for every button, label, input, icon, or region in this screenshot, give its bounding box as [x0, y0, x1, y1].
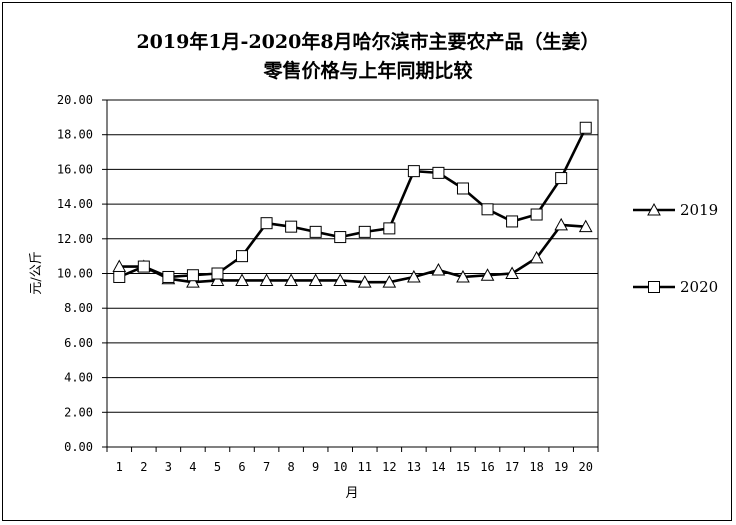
y-tick-label: 14.00	[57, 197, 93, 211]
x-tick-label: 8	[288, 460, 295, 474]
data-point	[579, 121, 592, 134]
x-tick-label: 18	[529, 460, 543, 474]
x-tick-label: 9	[312, 460, 319, 474]
data-point	[530, 208, 543, 221]
data-point	[284, 273, 298, 286]
data-point	[333, 273, 348, 286]
x-tick-label: 1	[116, 460, 123, 474]
data-point	[529, 250, 544, 264]
x-tick-label: 11	[358, 460, 372, 474]
y-tick-label: 10.00	[57, 267, 93, 281]
y-tick-label: 18.00	[57, 128, 93, 142]
data-point	[456, 269, 470, 283]
legend-marker	[648, 281, 660, 293]
data-point	[505, 266, 519, 279]
data-point	[554, 217, 569, 231]
x-tick-label: 17	[505, 460, 519, 474]
data-point	[382, 275, 397, 288]
data-point	[137, 260, 150, 273]
data-point	[186, 269, 199, 282]
y-tick-label: 4.00	[64, 371, 93, 385]
y-tick-label: 2.00	[64, 405, 93, 419]
legend-label: 2019	[680, 201, 718, 219]
legend-label: 2020	[680, 278, 718, 296]
x-tick-label: 15	[456, 460, 470, 474]
data-point	[113, 270, 126, 283]
data-point	[210, 273, 225, 286]
series-line	[119, 223, 586, 284]
data-point	[236, 250, 249, 263]
line-chart: 2019年1月-2020年8月哈尔滨市主要农产品（生姜） 零售价格与上年同期比较…	[29, 30, 718, 501]
data-point	[407, 269, 421, 283]
x-tick-label: 2	[140, 460, 147, 474]
x-tick-label: 16	[480, 460, 494, 474]
x-axis-ticks: 1 2 3 4 5 6 7 8 9 10 11 12 13 14 15 16 17 18 19 20	[106, 447, 599, 474]
y-tick-label: 6.00	[64, 336, 93, 350]
y-tick-label: 12.00	[57, 232, 93, 246]
data-point	[481, 203, 494, 216]
data-point	[506, 215, 519, 228]
x-tick-label: 7	[263, 460, 270, 474]
data-point	[431, 262, 446, 276]
data-point	[357, 275, 372, 288]
data-point	[358, 225, 371, 238]
chart-subtitle: 零售价格与上年同期比较	[262, 59, 472, 82]
data-point	[309, 225, 322, 238]
x-tick-label: 6	[238, 460, 245, 474]
x-tick-label: 20	[578, 460, 592, 474]
y-axis-label: 元/公斤	[29, 251, 44, 294]
data-point	[334, 231, 347, 244]
x-tick-label: 14	[431, 460, 445, 474]
y-tick-label: 8.00	[64, 301, 93, 315]
x-axis-label: 月	[345, 486, 358, 501]
data-point	[407, 165, 420, 178]
legend-entry-2019: 2019	[633, 201, 718, 219]
x-tick-label: 12	[382, 460, 396, 474]
data-point	[235, 273, 249, 286]
data-point	[456, 182, 469, 195]
legend-marker	[647, 202, 661, 216]
x-tick-label: 10	[333, 460, 347, 474]
y-tick-label: 0.00	[64, 440, 93, 454]
data-point	[578, 219, 593, 233]
legend-entry-2020: 2020	[633, 278, 718, 296]
data-point	[383, 222, 396, 235]
data-point	[432, 166, 445, 179]
x-tick-label: 4	[189, 460, 196, 474]
data-point	[555, 172, 568, 185]
grid-lines	[107, 134, 598, 413]
x-tick-label: 13	[407, 460, 421, 474]
legend: 2019 2020	[633, 201, 718, 296]
series-2020	[113, 121, 592, 283]
chart-title: 2019年1月-2020年8月哈尔滨市主要农产品（生姜）	[136, 30, 599, 53]
y-axis-ticks: 0.00 2.00 4.00 6.00 8.00 10.00 12.00 14.00 16.00…	[57, 93, 107, 454]
data-point	[480, 268, 495, 281]
x-tick-label: 5	[214, 460, 221, 474]
data-point	[285, 220, 298, 233]
data-point	[260, 217, 273, 230]
data-point	[211, 267, 224, 280]
data-point	[308, 273, 323, 286]
y-tick-label: 16.00	[57, 162, 93, 176]
series-line	[118, 127, 587, 279]
series-layer	[112, 121, 593, 288]
data-point	[259, 273, 274, 286]
data-point	[162, 270, 175, 283]
x-tick-label: 19	[554, 460, 568, 474]
x-tick-label: 3	[165, 460, 172, 474]
data-point	[186, 275, 200, 288]
y-tick-label: 20.00	[57, 93, 93, 107]
